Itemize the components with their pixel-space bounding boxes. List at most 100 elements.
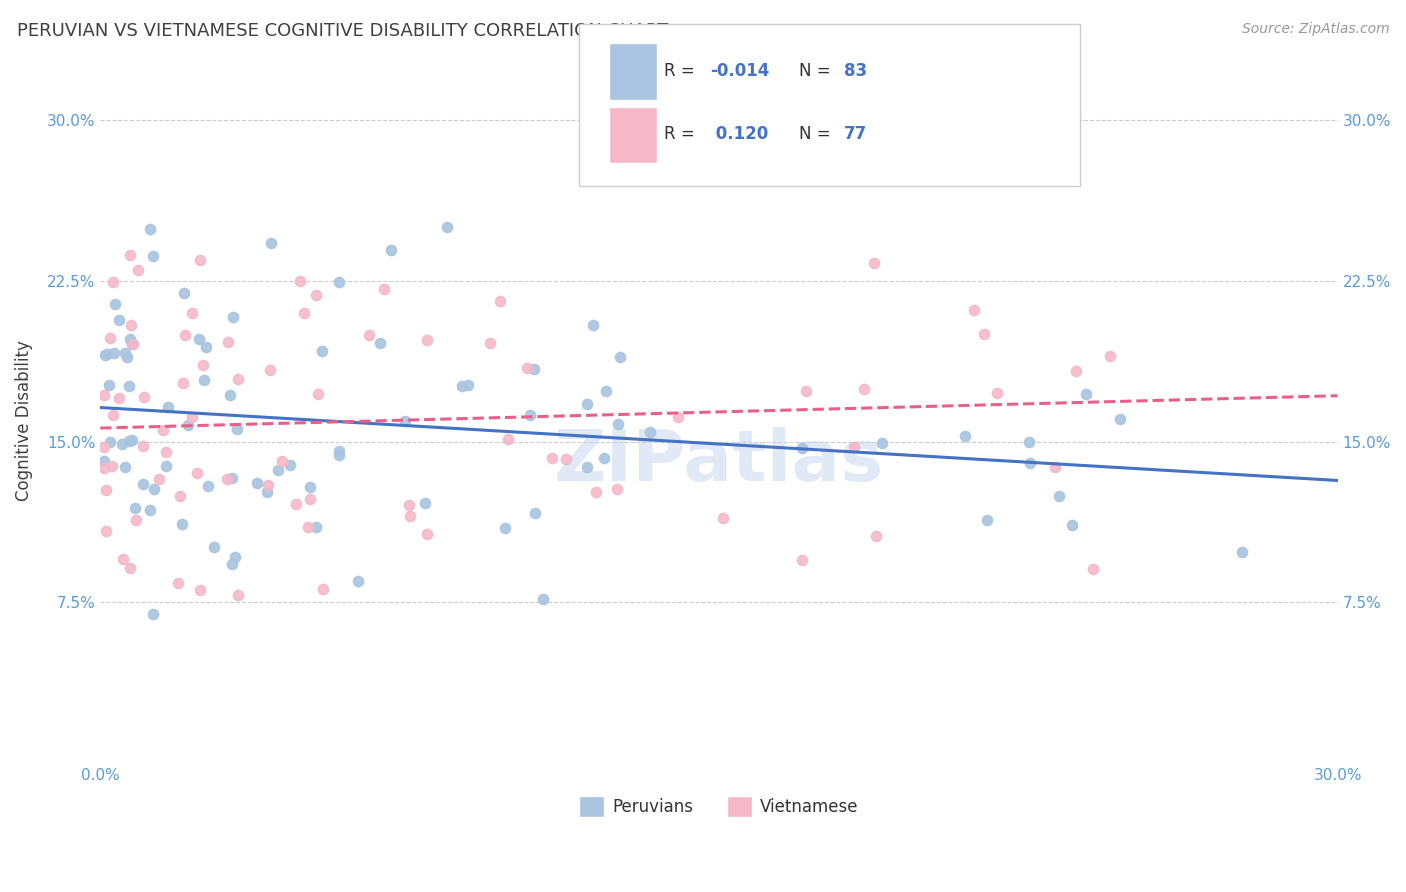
Point: [148, 472, 170, 486]
Point: [1083, 562, 1105, 576]
Point: [93, 454, 115, 468]
Point: [139, 222, 162, 236]
Point: [177, 418, 200, 433]
Point: [186, 467, 208, 481]
Point: [1018, 456, 1040, 470]
Point: [953, 428, 976, 442]
Point: [328, 275, 350, 289]
Point: [118, 248, 141, 262]
Point: [188, 253, 211, 268]
Point: [1062, 518, 1084, 533]
Point: [794, 384, 817, 398]
Point: [516, 360, 538, 375]
Point: [555, 451, 578, 466]
Point: [98, 331, 121, 345]
Point: [101, 458, 124, 473]
Point: [496, 432, 519, 446]
Point: [142, 607, 165, 622]
Point: [790, 553, 813, 567]
Point: [132, 476, 155, 491]
Point: [540, 450, 562, 465]
Point: [870, 436, 893, 450]
Point: [593, 450, 616, 465]
Point: [173, 327, 195, 342]
Point: [132, 438, 155, 452]
Text: Source: ZipAtlas.com: Source: ZipAtlas.com: [1241, 22, 1389, 37]
Point: [607, 417, 630, 431]
Point: [307, 387, 329, 401]
Point: [278, 458, 301, 472]
Text: R =: R =: [664, 62, 700, 80]
Point: [305, 520, 328, 534]
Legend: Peruvians, Vietnamese: Peruvians, Vietnamese: [572, 789, 865, 823]
Point: [257, 478, 280, 492]
Point: [173, 285, 195, 300]
Point: [1007, 169, 1029, 184]
Point: [380, 243, 402, 257]
Point: [127, 263, 149, 277]
Point: [1099, 350, 1122, 364]
Point: [451, 379, 474, 393]
Text: 0.120: 0.120: [710, 125, 768, 144]
Point: [394, 414, 416, 428]
Text: N =: N =: [799, 125, 835, 144]
Point: [260, 235, 283, 250]
Point: [488, 293, 510, 308]
Text: 77: 77: [844, 125, 868, 144]
Point: [523, 362, 546, 376]
Point: [305, 288, 328, 302]
Point: [416, 527, 439, 541]
Point: [267, 463, 290, 477]
Point: [94, 483, 117, 497]
Point: [398, 498, 420, 512]
Point: [108, 391, 131, 405]
Point: [197, 479, 219, 493]
Point: [416, 333, 439, 347]
Point: [298, 480, 321, 494]
Y-axis label: Cognitive Disability: Cognitive Disability: [15, 340, 32, 500]
Point: [170, 517, 193, 532]
Point: [195, 340, 218, 354]
Text: ZIPatlas: ZIPatlas: [554, 427, 884, 496]
Point: [976, 513, 998, 527]
Point: [104, 297, 127, 311]
Point: [225, 422, 247, 436]
Point: [415, 496, 437, 510]
Point: [96, 524, 118, 538]
Point: [93, 461, 115, 475]
Text: PERUVIAN VS VIETNAMESE COGNITIVE DISABILITY CORRELATION CHART: PERUVIAN VS VIETNAMESE COGNITIVE DISABIL…: [17, 22, 668, 40]
Point: [139, 503, 162, 517]
Point: [585, 484, 607, 499]
Point: [595, 384, 617, 398]
Point: [103, 346, 125, 360]
Point: [111, 552, 134, 566]
Point: [114, 460, 136, 475]
Point: [1074, 387, 1097, 401]
Point: [1047, 489, 1070, 503]
Point: [328, 448, 350, 462]
Point: [152, 423, 174, 437]
Point: [142, 249, 165, 263]
Point: [606, 482, 628, 496]
Point: [575, 459, 598, 474]
Point: [347, 574, 370, 588]
Point: [218, 388, 240, 402]
Point: [311, 344, 333, 359]
Point: [368, 336, 391, 351]
Point: [256, 484, 278, 499]
Point: [222, 310, 245, 324]
Point: [576, 397, 599, 411]
Point: [842, 440, 865, 454]
Point: [1230, 544, 1253, 558]
Point: [582, 318, 605, 332]
Point: [155, 445, 177, 459]
Point: [457, 378, 479, 392]
Point: [101, 275, 124, 289]
Point: [101, 409, 124, 423]
Point: [188, 583, 211, 598]
Point: [120, 318, 142, 332]
Point: [204, 540, 226, 554]
Point: [221, 557, 243, 571]
Point: [271, 454, 294, 468]
Point: [494, 521, 516, 535]
